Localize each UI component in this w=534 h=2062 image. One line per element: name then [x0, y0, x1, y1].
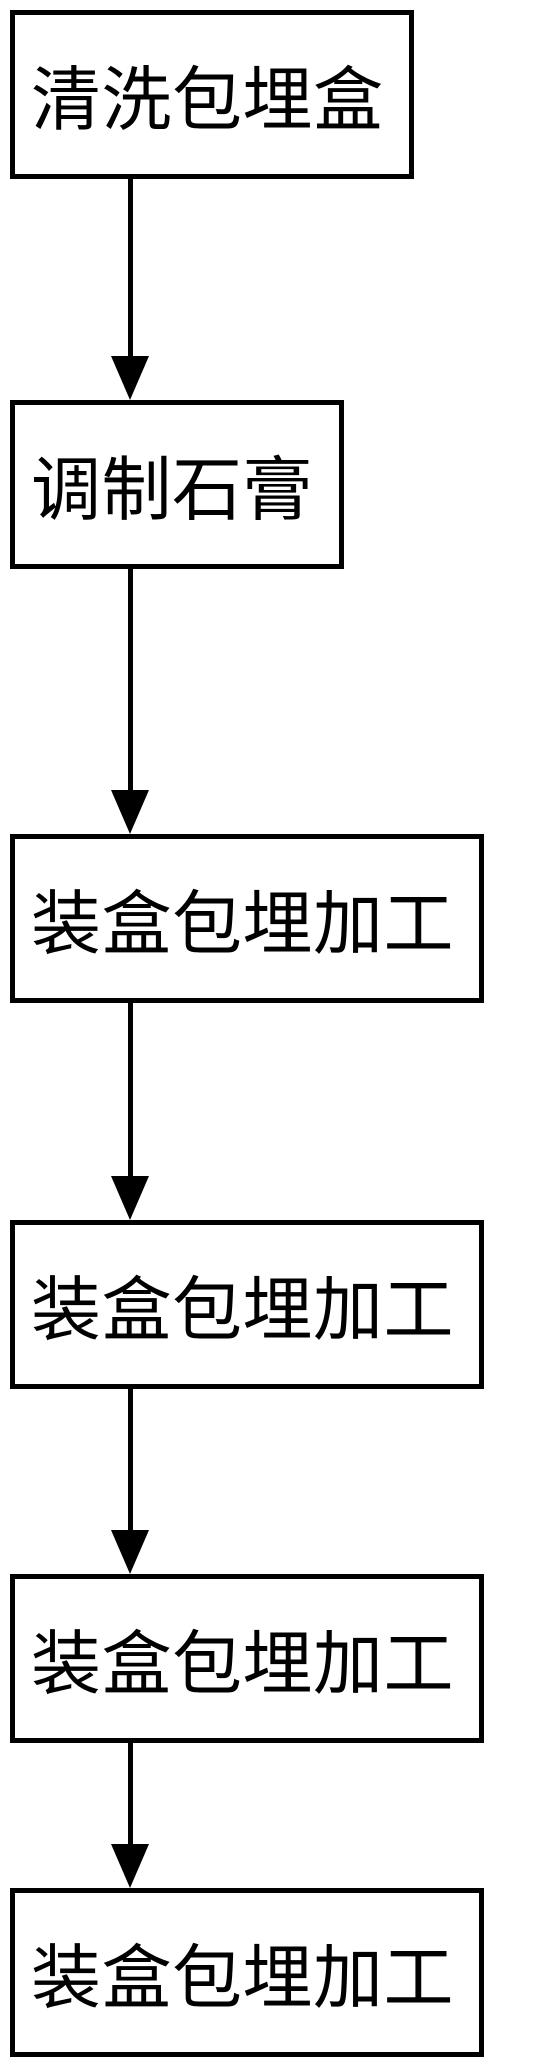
- arrow-head: [111, 356, 149, 403]
- node-label: 清洗包埋盒: [31, 44, 384, 145]
- arrow-shaft: [128, 1389, 133, 1532]
- arrow-head: [111, 1176, 149, 1223]
- flowchart-arrow: [111, 569, 149, 834]
- flowchart: 清洗包埋盒调制石膏装盒包埋加工装盒包埋加工装盒包埋加工装盒包埋加工: [0, 0, 534, 2062]
- node-label: 调制石膏: [31, 434, 313, 535]
- flowchart-node: 清洗包埋盒: [10, 10, 414, 179]
- arrow-shaft: [128, 1743, 133, 1846]
- flowchart-arrow: [111, 179, 149, 400]
- arrow-shaft: [128, 569, 133, 792]
- node-label: 装盒包埋加工: [31, 1254, 454, 1355]
- flowchart-node: 装盒包埋加工: [10, 834, 484, 1003]
- flowchart-arrow: [111, 1389, 149, 1574]
- arrow-head: [111, 790, 149, 837]
- arrow-head: [111, 1844, 149, 1891]
- arrow-shaft: [128, 1003, 133, 1178]
- flowchart-arrow: [111, 1003, 149, 1220]
- node-label: 装盒包埋加工: [31, 868, 454, 969]
- flowchart-node: 调制石膏: [10, 400, 344, 569]
- arrow-head: [111, 1530, 149, 1577]
- node-label: 装盒包埋加工: [31, 1922, 454, 2023]
- flowchart-node: 装盒包埋加工: [10, 1888, 484, 2057]
- flowchart-arrow: [111, 1743, 149, 1888]
- flowchart-node: 装盒包埋加工: [10, 1220, 484, 1389]
- node-label: 装盒包埋加工: [31, 1608, 454, 1709]
- arrow-shaft: [128, 179, 133, 358]
- flowchart-node: 装盒包埋加工: [10, 1574, 484, 1743]
